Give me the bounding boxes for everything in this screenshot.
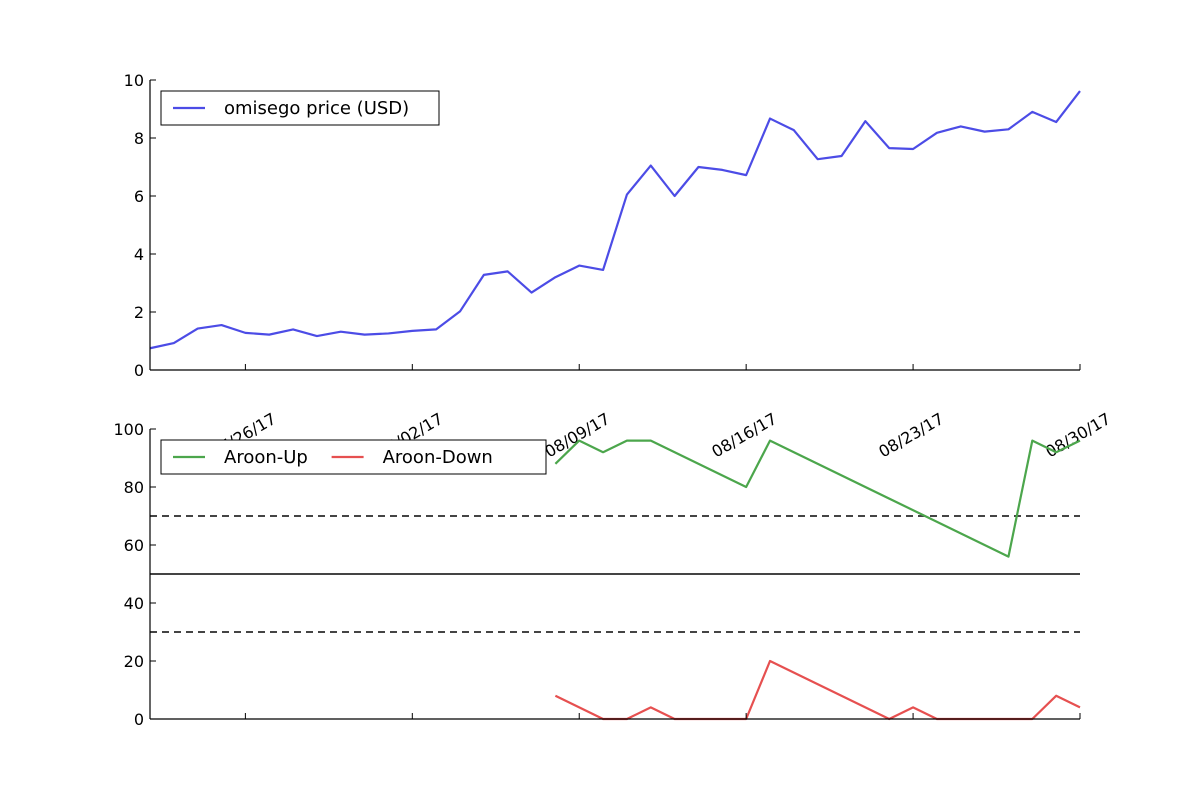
legend-box	[160, 90, 440, 126]
series-line-aroon-up	[554, 439, 1081, 558]
y-tick-label: 60	[124, 536, 144, 555]
y-tick-label: 40	[124, 594, 144, 613]
x-tick-label: 08/16/17	[708, 409, 780, 461]
y-tick-label: 80	[124, 478, 144, 497]
series-line-aroon-down	[554, 659, 1081, 721]
y-tick-label: 20	[124, 652, 144, 671]
y-tick-label: 0	[134, 361, 144, 380]
y-tick-label: 10	[124, 71, 144, 90]
x-tick-label: 08/09/17	[541, 409, 613, 461]
y-tick-label: 100	[113, 420, 144, 439]
x-tick-label: 08/23/17	[875, 409, 947, 461]
series-line-omisego-price-usd-	[149, 90, 1081, 350]
legend-label: omisego price (USD)	[224, 98, 409, 119]
legend-label: Aroon-Down	[383, 447, 493, 468]
legend-label: Aroon-Up	[224, 447, 308, 468]
y-tick-label: 0	[134, 710, 144, 729]
y-tick-label: 6	[134, 187, 144, 206]
y-tick-label: 2	[134, 303, 144, 322]
x-tick-label: 08/30/17	[1042, 409, 1114, 461]
aroon-panel: 0 20 40 60 80 100 Aroon-Up Aroon-Down	[113, 420, 1081, 729]
y-tick-label: 8	[134, 129, 144, 148]
y-tick-label: 4	[134, 245, 144, 264]
